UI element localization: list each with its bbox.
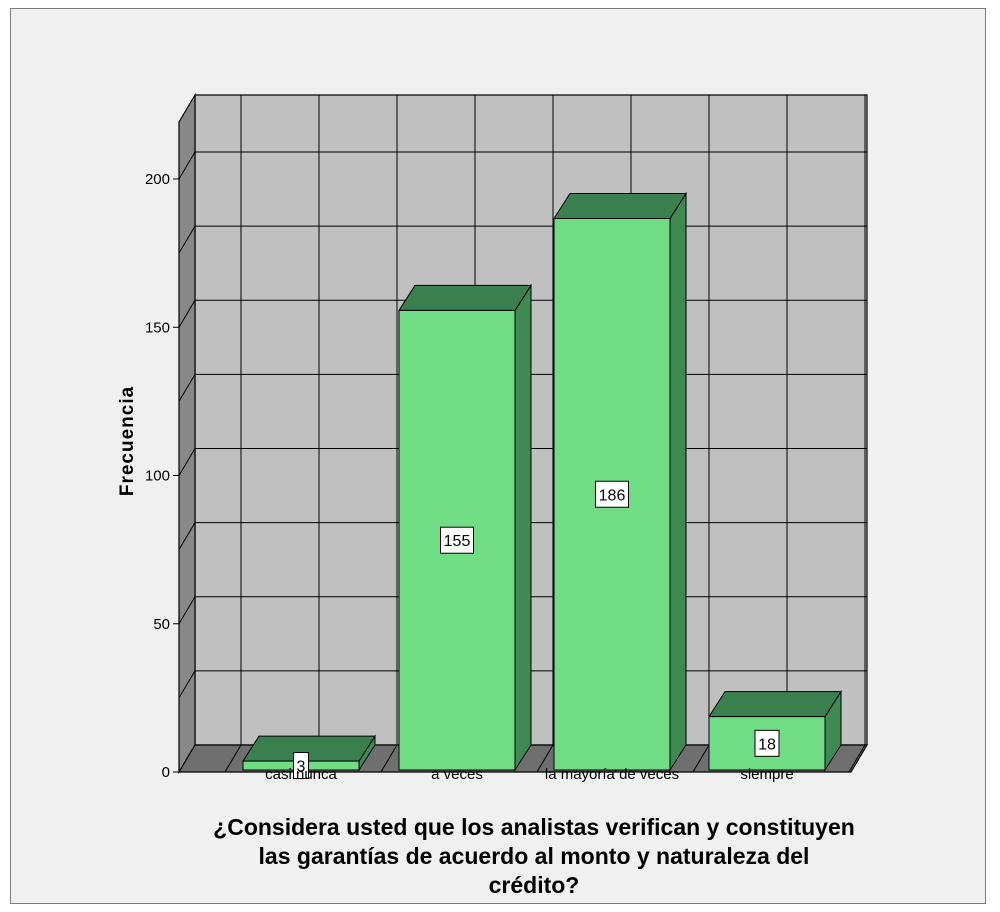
bar-top [553,193,687,220]
bar-3: 18 [708,689,842,772]
data-label-box [595,480,629,508]
bar-2: 186 [553,191,687,772]
data-label-box [440,526,474,554]
data-label: 186 [599,487,626,504]
labels: casi nunca a veces la mayoría de veces siem… [117,386,855,898]
grid-line-floor [536,744,554,773]
grid-line-floor [692,744,710,773]
y-tick-label: 50 [153,616,170,633]
bar-top [708,691,842,718]
y-axis: 0 50 100 150 200 [145,171,179,781]
bar-0: 3 [242,734,376,780]
y-axis-title: Frecuencia [117,386,138,496]
data-label: 155 [444,533,471,550]
grid-line-wall [178,299,196,328]
bar-side [514,283,532,772]
grid-line-wall [178,151,196,180]
grid-line-wall [178,670,196,699]
y-tick-label: 200 [145,171,170,188]
x-tick-label: casi nunca [265,766,337,783]
x-tick-label: a veces [431,766,483,783]
x-tick-label: la mayoría de veces [545,766,679,783]
grid-line-floor [848,744,866,773]
bar-1: 155 [398,283,532,772]
x-axis-title-line: crédito? [489,872,580,898]
y-tick-label: 100 [145,468,170,485]
grid-line-wall [178,225,196,254]
bar-chart: 3 155 186 18 0 50 100 150 200 casi nunca a veces… [117,92,869,898]
bars: 3 155 186 18 [242,191,842,780]
y-tick-label: 0 [162,764,170,781]
grid-line-floor [224,744,242,773]
grid-line-wall [178,522,196,550]
data-label-box [293,752,309,780]
bar-top [398,284,532,311]
grid-line-floor [380,744,398,773]
y-tick-label: 150 [145,319,170,336]
grid-line-wall [178,448,196,476]
data-label: 3 [297,759,306,776]
data-label: 18 [758,736,776,753]
x-tick-label: siempre [740,766,793,783]
grid-line-wall [178,596,196,625]
bar-side [669,191,687,772]
plot-left-wall [178,92,196,775]
grid-line-wall [178,374,196,402]
x-axis-title-line: las garantías de acuerdo al monto y natu… [259,843,810,869]
data-label-box [754,729,780,757]
chart-frame: 3 155 186 18 0 50 100 150 200 casi nunca a veces… [10,8,986,904]
x-axis-title-line: ¿Considera usted que los analistas verif… [213,814,855,840]
